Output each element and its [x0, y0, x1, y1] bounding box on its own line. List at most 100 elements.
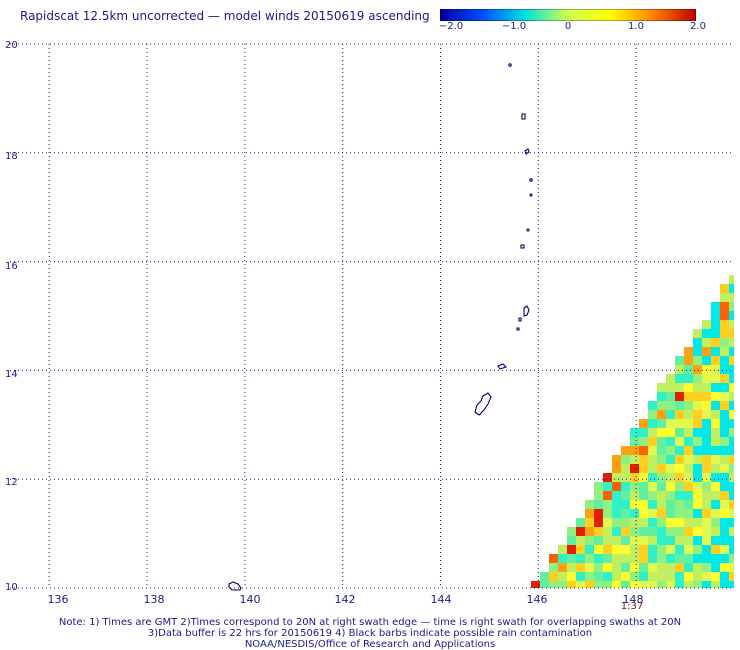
wind-cell	[576, 518, 585, 527]
wind-cell	[693, 374, 702, 383]
wind-cell	[675, 491, 684, 500]
wind-cell	[693, 365, 702, 374]
wind-cell	[729, 563, 734, 572]
wind-cell	[621, 491, 630, 500]
coastlines	[228, 63, 533, 591]
wind-cell	[684, 464, 693, 473]
wind-cell	[621, 446, 630, 455]
wind-cell	[702, 509, 711, 518]
wind-cell	[675, 482, 684, 491]
lat-label: 18	[5, 151, 18, 162]
wind-cell	[666, 527, 675, 536]
wind-cell	[630, 491, 639, 500]
colorbar-label: −2.0	[438, 21, 464, 32]
wind-cell	[639, 563, 648, 572]
wind-cell	[639, 437, 648, 446]
island-outline	[497, 363, 508, 370]
island-outline	[526, 228, 530, 232]
wind-cell	[711, 383, 720, 392]
wind-cell	[711, 464, 720, 473]
lon-label: 142	[334, 593, 356, 606]
wind-cell	[693, 338, 702, 347]
wind-cell	[639, 527, 648, 536]
wind-cell	[684, 527, 693, 536]
wind-cell	[612, 518, 621, 527]
wind-cell	[729, 428, 734, 437]
wind-cell	[702, 464, 711, 473]
wind-cell	[684, 518, 693, 527]
wind-cell	[720, 374, 729, 383]
wind-cell	[549, 581, 558, 588]
wind-cell	[576, 545, 585, 554]
wind-cell	[711, 473, 720, 482]
wind-cell	[711, 356, 720, 365]
wind-cell	[729, 365, 734, 374]
wind-cell	[693, 419, 702, 428]
wind-cell	[648, 401, 657, 410]
wind-cell	[657, 428, 666, 437]
wind-cell	[567, 545, 576, 554]
wind-cell	[729, 302, 734, 311]
wind-cell	[657, 536, 666, 545]
island-outline	[228, 581, 242, 591]
wind-cell	[612, 509, 621, 518]
wind-cell	[666, 581, 675, 588]
wind-cell	[648, 536, 657, 545]
wind-cell	[621, 473, 630, 482]
wind-cell	[657, 419, 666, 428]
island-outline	[516, 327, 520, 331]
wind-cell	[729, 437, 734, 446]
wind-cell	[540, 581, 549, 588]
wind-cell	[648, 509, 657, 518]
wind-cell	[612, 500, 621, 509]
wind-cell	[675, 509, 684, 518]
wind-cell	[567, 581, 576, 588]
wind-cell	[684, 491, 693, 500]
wind-cell	[702, 401, 711, 410]
wind-cell	[603, 491, 612, 500]
wind-cell	[549, 563, 558, 572]
wind-cell	[639, 554, 648, 563]
wind-cell	[675, 401, 684, 410]
wind-cell	[657, 446, 666, 455]
wind-cell	[594, 527, 603, 536]
wind-cell	[603, 581, 612, 588]
wind-cell	[729, 320, 734, 329]
wind-cell	[702, 527, 711, 536]
island-outline	[521, 113, 526, 120]
wind-cell	[585, 527, 594, 536]
wind-cell	[549, 572, 558, 581]
wind-cell	[630, 509, 639, 518]
wind-cell	[558, 554, 567, 563]
wind-cell	[711, 572, 720, 581]
wind-cell	[621, 500, 630, 509]
wind-cell	[693, 455, 702, 464]
wind-cell	[693, 527, 702, 536]
wind-cell	[702, 554, 711, 563]
wind-cell	[720, 347, 729, 356]
wind-cell	[585, 500, 594, 509]
footnote-line: NOAA/NESDIS/Office of Research and Appli…	[244, 639, 496, 650]
wind-cell	[585, 545, 594, 554]
wind-cell	[702, 563, 711, 572]
wind-cell	[531, 581, 540, 588]
wind-cell	[630, 428, 639, 437]
wind-cell	[729, 356, 734, 365]
wind-cell	[666, 491, 675, 500]
wind-cell	[693, 401, 702, 410]
wind-cell	[612, 482, 621, 491]
wind-cell	[558, 581, 567, 588]
wind-cell	[648, 581, 657, 588]
wind-cell	[684, 572, 693, 581]
wind-cell	[729, 509, 734, 518]
wind-cell	[666, 554, 675, 563]
wind-cell	[666, 446, 675, 455]
wind-cell	[711, 554, 720, 563]
wind-cell	[711, 563, 720, 572]
island-outline	[524, 148, 530, 155]
wind-cell	[693, 500, 702, 509]
lon-label: 144	[430, 593, 452, 606]
wind-cell	[549, 554, 558, 563]
wind-cell	[720, 410, 729, 419]
